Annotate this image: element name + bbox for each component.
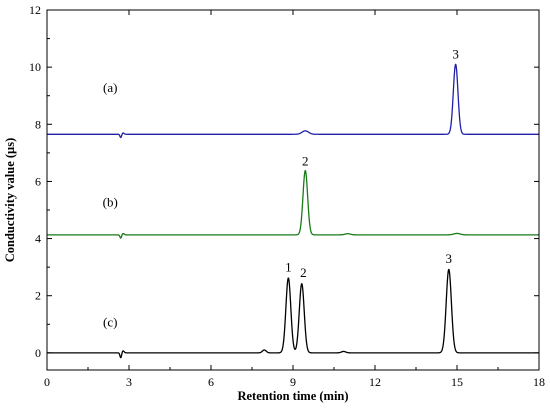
y-tick-label: 4 — [35, 232, 41, 246]
plot-area: (a)(b)(c)321 23 — [46, 47, 540, 359]
series-label: (b) — [103, 194, 118, 209]
y-tick-label: 0 — [35, 346, 41, 360]
series-label: (a) — [103, 80, 117, 95]
peak-label: 2 — [302, 154, 309, 169]
peak-label: 3 — [446, 251, 453, 266]
series-label: (c) — [103, 314, 117, 329]
y-tick-label: 12 — [29, 3, 41, 17]
trace-line — [46, 63, 540, 139]
x-axis-title: Retention time (min) — [237, 389, 348, 403]
trace-line — [46, 268, 540, 359]
x-tick-label: 15 — [451, 375, 463, 389]
x-tick-label: 3 — [126, 375, 132, 389]
peak-label: 2 — [300, 265, 307, 280]
trace-line — [46, 169, 540, 239]
y-tick-label: 8 — [35, 117, 41, 131]
x-tick-label: 6 — [208, 375, 214, 389]
y-tick-label: 10 — [29, 60, 41, 74]
plot-frame — [46, 9, 540, 371]
y-tick-label: 2 — [35, 289, 41, 303]
x-tick-label: 9 — [290, 375, 296, 389]
peak-label: 1 — [285, 259, 292, 274]
y-tick-label: 6 — [35, 174, 41, 188]
peak-label: 3 — [452, 47, 459, 62]
x-tick-label: 0 — [44, 375, 50, 389]
y-axis-title: Conductivity value (µs) — [3, 138, 17, 263]
x-tick-label: 12 — [369, 375, 381, 389]
x-tick-label: 18 — [533, 375, 545, 389]
